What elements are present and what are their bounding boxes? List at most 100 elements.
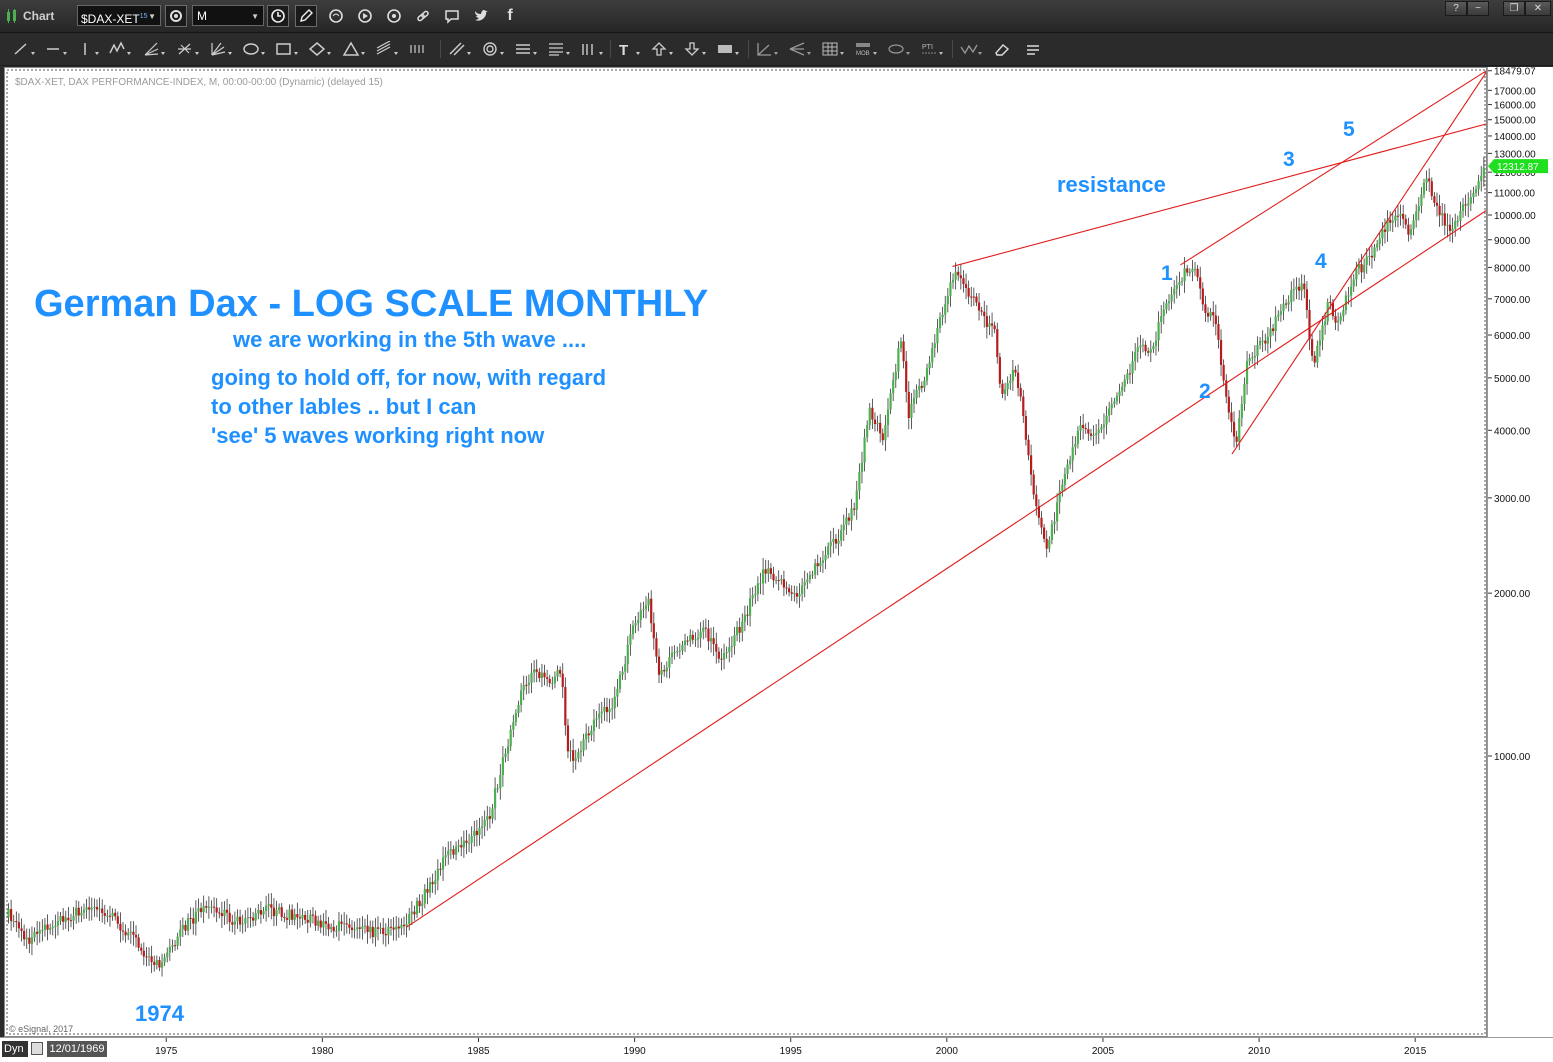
candle-body <box>920 385 923 388</box>
candle-body <box>418 900 421 907</box>
candle-body <box>1477 181 1480 190</box>
tool-text[interactable]: T <box>615 38 643 60</box>
candle <box>512 714 515 738</box>
time-button[interactable] <box>267 5 289 27</box>
tool-concentric-circles[interactable] <box>479 38 507 60</box>
trendline-upper-channel[interactable] <box>1180 70 1487 266</box>
close-button[interactable]: ✕ <box>1525 1 1551 16</box>
chart-panel[interactable]: $DAX-XET, DAX PERFORMANCE-INDEX, M, 00:0… <box>4 67 1487 1037</box>
candle <box>244 910 247 932</box>
calendar-icon[interactable] <box>31 1042 43 1055</box>
trendlines[interactable] <box>405 70 1487 928</box>
candle <box>798 583 801 608</box>
trendline-resistance[interactable] <box>952 123 1487 267</box>
candle <box>288 904 291 925</box>
candle-body <box>1043 527 1046 539</box>
facebook-button[interactable]: f <box>499 5 521 27</box>
selection-border <box>6 69 1486 1035</box>
link-button[interactable] <box>412 5 434 27</box>
dynamic-mode-button[interactable]: Dyn <box>2 1041 28 1057</box>
tool-properties[interactable] <box>1022 38 1050 60</box>
tool-fib-retracement[interactable] <box>512 38 540 60</box>
tool-zigzag[interactable] <box>957 38 985 60</box>
symbol-settings-button[interactable] <box>165 5 187 27</box>
tool-fib-extension[interactable] <box>545 38 573 60</box>
interval-select[interactable]: M ▼ <box>192 5 264 26</box>
candle-body <box>1136 347 1139 352</box>
tool-grid[interactable] <box>819 38 847 60</box>
tool-cycle-projection[interactable] <box>885 38 913 60</box>
x-tick-label: 2005 <box>1092 1046 1115 1057</box>
replay-button[interactable] <box>383 5 405 27</box>
tool-ellipse[interactable] <box>240 38 268 60</box>
candle <box>1115 392 1119 405</box>
maximize-button[interactable]: ❐ <box>1503 1 1525 16</box>
candle-body <box>587 733 590 736</box>
price-axis[interactable]: 18479.07 17000.00 16000.00 15000.00 14000.00… <box>1487 63 1553 1037</box>
time-axis[interactable]: Dyn 12/01/1969 1975 1980 1985 1990 1995 2000 2… <box>0 1037 1553 1062</box>
candle <box>1303 274 1306 299</box>
candle <box>1173 280 1176 304</box>
refresh-button[interactable] <box>325 5 347 27</box>
tool-channel[interactable] <box>373 38 401 60</box>
candle-body <box>449 849 452 851</box>
candle <box>233 911 236 935</box>
tool-fib-fan[interactable] <box>207 38 235 60</box>
tool-vertical-line[interactable] <box>74 38 102 60</box>
trendline-lower-long-term-support[interactable] <box>405 209 1487 928</box>
candle-body <box>379 927 382 929</box>
tool-pti[interactable]: PTI <box>918 38 946 60</box>
candle-body <box>983 311 986 317</box>
candle-body <box>1014 369 1017 373</box>
trendline-wave-channel[interactable] <box>1231 70 1487 455</box>
candle <box>897 341 900 379</box>
tool-angle[interactable] <box>753 38 781 60</box>
candle <box>668 646 671 679</box>
start-date-badge[interactable]: 12/01/1969 <box>47 1041 107 1057</box>
candle <box>775 576 778 585</box>
candle-body <box>51 927 54 929</box>
symbol-input[interactable]: $DAX-XET15 ▼ <box>77 5 161 26</box>
tool-bar-highlight[interactable] <box>714 38 742 60</box>
tool-trendline[interactable] <box>10 38 38 60</box>
candle-body <box>1097 429 1100 434</box>
svg-text:PTI: PTI <box>922 44 933 51</box>
tool-gann[interactable] <box>174 38 202 60</box>
tool-fan[interactable] <box>140 38 168 60</box>
candle-body <box>1165 303 1168 310</box>
y-tick-label: 11000.00 <box>1494 189 1535 200</box>
candle-body <box>944 304 947 315</box>
tool-fib-time[interactable] <box>578 38 606 60</box>
tool-triangle[interactable] <box>340 38 368 60</box>
comment-button[interactable] <box>441 5 463 27</box>
tool-pitchfork[interactable] <box>786 38 814 60</box>
candle-body <box>1441 213 1444 216</box>
candle-body <box>876 422 879 425</box>
price-chart[interactable]: $DAX-XET, DAX PERFORMANCE-INDEX, M, 00:0… <box>5 68 1487 1037</box>
tool-arrow-down[interactable] <box>681 38 709 60</box>
play-button[interactable] <box>354 5 376 27</box>
candle-body <box>1032 474 1035 495</box>
tool-mob[interactable]: MOB <box>852 38 880 60</box>
tool-diamond[interactable] <box>306 38 334 60</box>
tool-parallel-lines[interactable] <box>446 38 474 60</box>
twitter-button[interactable] <box>470 5 492 27</box>
minimize-button[interactable]: − <box>1467 1 1489 16</box>
tool-horizontal-line[interactable] <box>42 38 70 60</box>
tool-cycles[interactable] <box>406 38 434 60</box>
candle <box>1357 258 1361 275</box>
tool-arrow-up[interactable] <box>648 38 676 60</box>
help-button[interactable]: ? <box>1445 1 1467 16</box>
candle <box>533 660 536 683</box>
candle-body <box>150 956 153 963</box>
tool-elliott-wave[interactable] <box>106 38 134 60</box>
candle-body <box>142 950 145 957</box>
tool-rectangle[interactable] <box>273 38 301 60</box>
candle <box>1279 304 1282 322</box>
tool-eraser[interactable] <box>990 38 1018 60</box>
candle-body <box>288 909 291 920</box>
candle <box>473 820 476 847</box>
draw-button[interactable] <box>295 5 317 27</box>
candle <box>1420 187 1423 214</box>
candle <box>858 463 861 500</box>
